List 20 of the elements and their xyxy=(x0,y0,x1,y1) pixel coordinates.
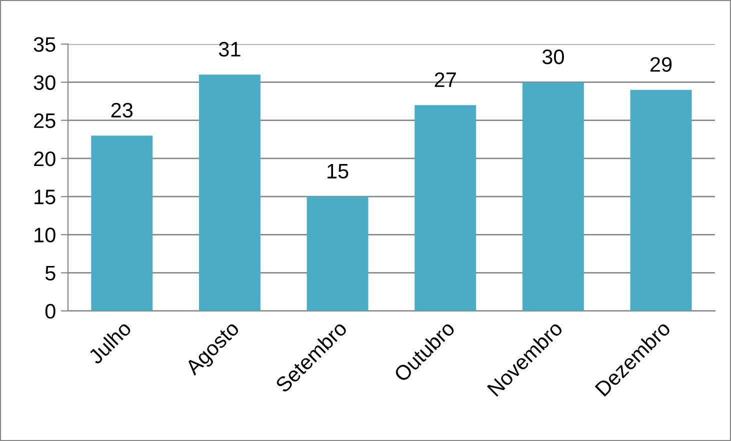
data-label: 23 xyxy=(111,102,133,118)
y-tick-label: 25 xyxy=(34,113,56,128)
data-label: 30 xyxy=(542,49,564,64)
y-tick-label: 10 xyxy=(34,228,56,242)
data-label: 29 xyxy=(650,57,672,72)
bar xyxy=(306,196,368,311)
bar xyxy=(198,74,260,311)
data-label: 31 xyxy=(218,42,240,57)
y-tick-label: 20 xyxy=(34,151,56,166)
bar xyxy=(414,105,476,311)
bar xyxy=(630,90,692,311)
y-tick-label: 30 xyxy=(34,75,56,90)
y-tick-label: 15 xyxy=(34,190,56,204)
y-tick-label: 0 xyxy=(45,304,56,319)
bar xyxy=(522,82,584,311)
y-tick-label: 5 xyxy=(45,266,56,281)
bar xyxy=(91,136,153,311)
y-tick-label: 35 xyxy=(34,37,56,52)
data-label: 15 xyxy=(328,164,348,179)
data-label: 27 xyxy=(434,72,456,87)
